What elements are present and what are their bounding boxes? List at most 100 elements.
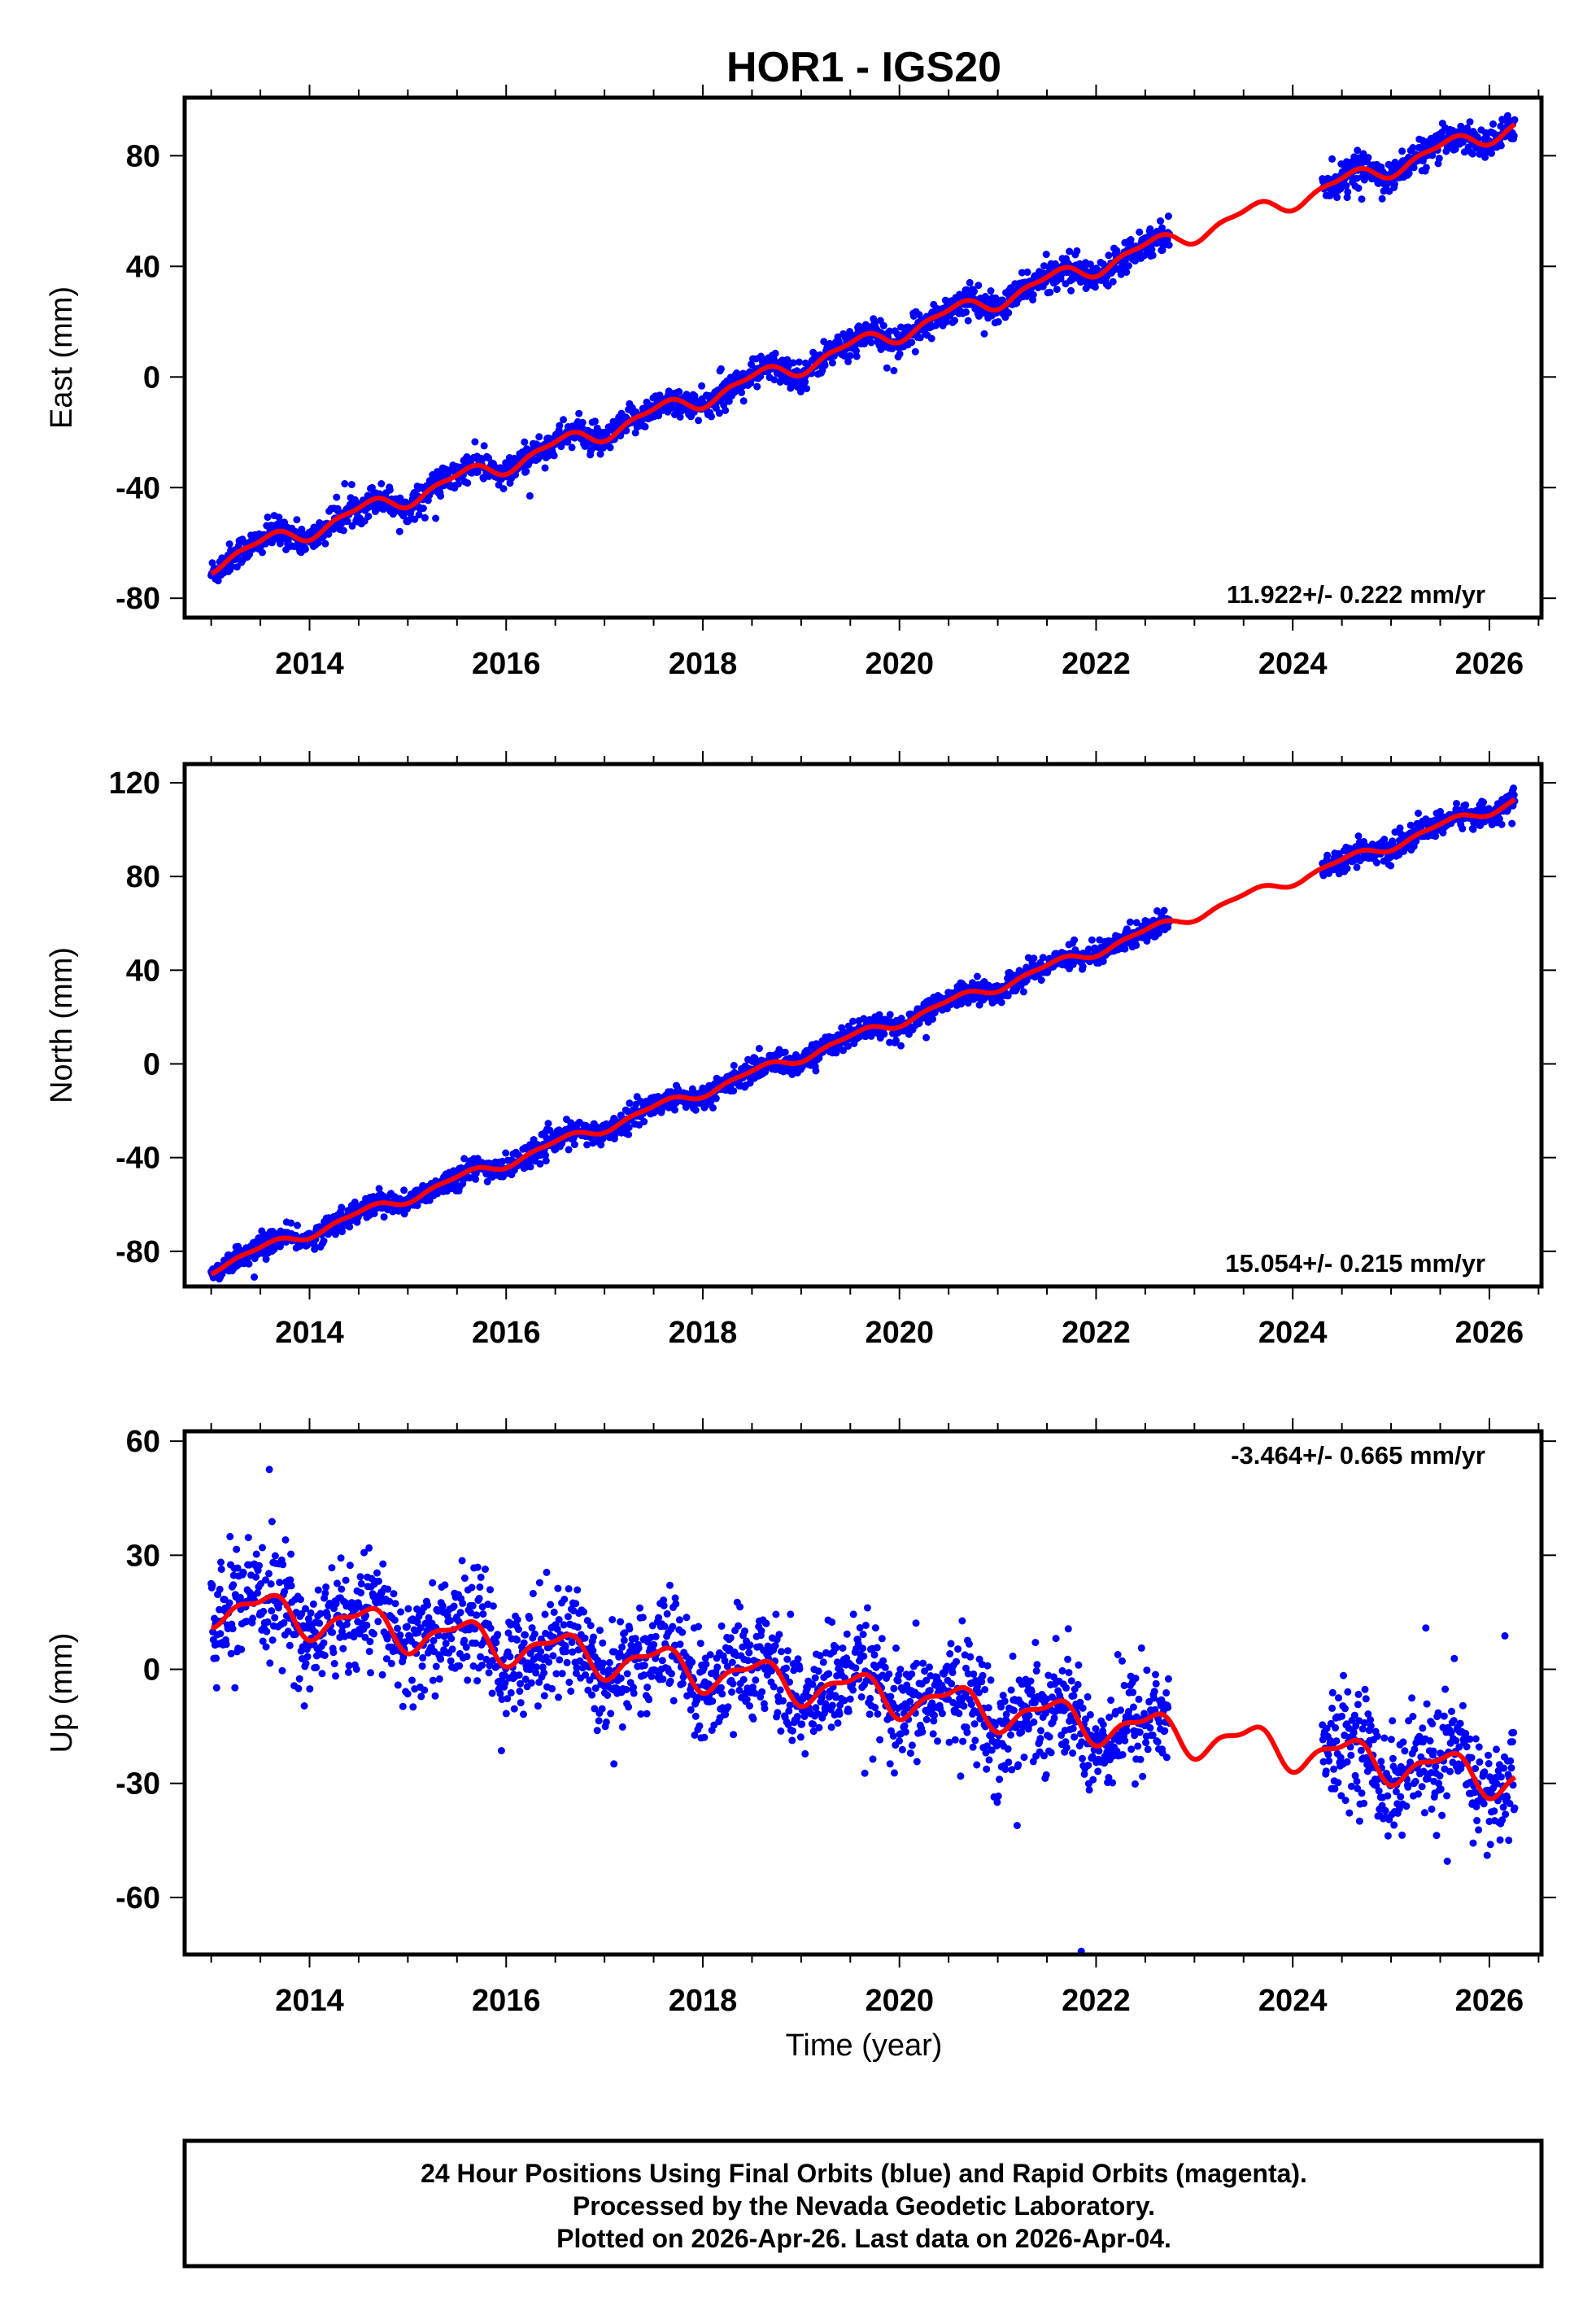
data-point — [399, 1702, 407, 1710]
data-point — [357, 1589, 365, 1596]
data-point — [486, 1624, 495, 1632]
data-point — [278, 1666, 286, 1675]
data-point — [1498, 820, 1506, 828]
data-point — [394, 1681, 402, 1689]
data-point — [738, 388, 746, 396]
panel-up: 2014 2016 2018 2020 2022 2024 202660300-30-60U… — [45, 1418, 1556, 2018]
data-point — [1410, 164, 1418, 172]
data-point — [364, 513, 373, 521]
data-point — [217, 1558, 225, 1566]
data-point — [252, 1573, 260, 1581]
data-point — [346, 1561, 354, 1570]
data-point — [456, 1609, 464, 1617]
data-point — [771, 349, 779, 357]
data-point — [485, 1669, 493, 1677]
data-point — [264, 513, 272, 522]
data-point — [472, 1175, 480, 1183]
data-point — [975, 1001, 983, 1009]
data-point — [1466, 118, 1474, 126]
data-point — [922, 1033, 931, 1042]
data-point — [622, 426, 630, 435]
y-tick-label: -80 — [116, 1235, 160, 1269]
data-point — [544, 1120, 552, 1128]
data-point — [225, 1599, 233, 1607]
data-point — [753, 382, 761, 391]
data-point — [268, 1636, 277, 1644]
x-tick-label: 2022 — [1062, 1316, 1131, 1350]
data-point — [311, 1243, 319, 1251]
data-point — [596, 450, 604, 458]
data-point — [293, 516, 301, 524]
data-point — [318, 1670, 326, 1678]
data-point — [460, 1155, 469, 1163]
data-point — [625, 1130, 633, 1138]
y-tick-label: 40 — [126, 954, 160, 988]
data-point — [1387, 862, 1395, 870]
data-point — [1165, 241, 1173, 249]
data-point — [1155, 929, 1162, 937]
data-point — [225, 540, 233, 548]
data-point — [964, 317, 972, 325]
data-point — [266, 1659, 274, 1667]
data-point — [556, 421, 564, 430]
data-point — [265, 1570, 273, 1578]
data-point — [488, 1689, 496, 1697]
data-point — [259, 1607, 268, 1615]
data-point — [486, 1586, 494, 1594]
data-point — [1462, 801, 1470, 809]
data-point — [404, 1605, 412, 1613]
data-point — [890, 367, 898, 374]
data-point — [1153, 907, 1161, 915]
data-point — [238, 1645, 246, 1653]
data-point — [437, 492, 445, 500]
data-point — [294, 1221, 301, 1229]
fit-line-east — [210, 122, 1517, 576]
data-point — [214, 577, 222, 585]
data-point — [1457, 122, 1465, 130]
data-point — [271, 1552, 279, 1560]
data-point — [391, 1600, 399, 1608]
data-point — [1109, 277, 1117, 286]
y-tick-label: -40 — [116, 1142, 160, 1176]
data-point — [475, 1594, 483, 1602]
velocity-label: 15.054+/- 0.215 mm/yr — [1225, 1249, 1485, 1277]
data-point — [812, 1067, 820, 1075]
data-point — [375, 1185, 383, 1193]
data-point — [691, 1106, 700, 1114]
data-point — [708, 413, 715, 421]
data-points-east — [207, 111, 1519, 585]
data-point — [419, 504, 427, 513]
data-point — [352, 1665, 360, 1673]
y-tick-label: 80 — [126, 139, 160, 173]
data-point — [1353, 863, 1361, 871]
x-tick-label: 2016 — [472, 647, 541, 681]
data-point — [459, 1180, 467, 1188]
data-point — [403, 1622, 411, 1631]
data-point — [380, 1213, 388, 1221]
data-point — [357, 1579, 365, 1588]
data-point — [568, 443, 576, 452]
data-point — [476, 1583, 484, 1591]
data-point — [1037, 976, 1045, 985]
data-point — [675, 387, 683, 395]
data-point — [245, 1260, 253, 1268]
data-point — [975, 282, 983, 290]
data-point — [973, 972, 981, 980]
data-point — [397, 1608, 405, 1616]
data-point — [1343, 194, 1351, 202]
data-point — [473, 1563, 482, 1571]
data-point — [1136, 228, 1144, 236]
y-axis-label: East (mm) — [45, 286, 79, 429]
data-point — [229, 1581, 238, 1589]
data-point — [464, 479, 472, 487]
data-point — [1415, 810, 1422, 817]
data-point — [1071, 936, 1079, 944]
x-tick-label: 2018 — [669, 1316, 738, 1350]
data-point — [801, 378, 809, 386]
data-point — [329, 1649, 338, 1657]
data-point — [671, 1106, 678, 1114]
data-point — [366, 1637, 374, 1645]
data-point — [424, 1601, 432, 1609]
data-point — [459, 1599, 467, 1607]
data-point — [303, 1653, 312, 1661]
